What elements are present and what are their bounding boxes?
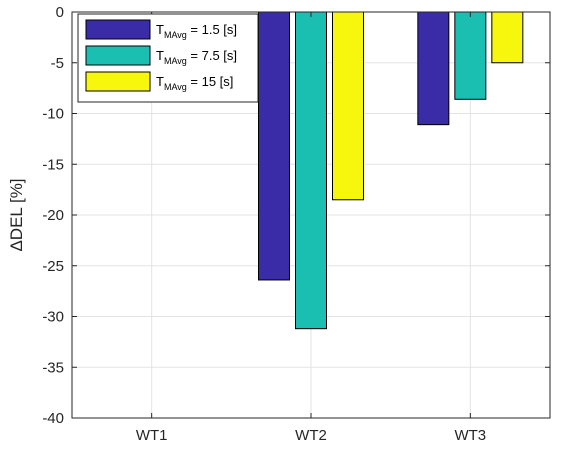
plot-area-border bbox=[71, 11, 551, 419]
y-tick-label: -35 bbox=[42, 359, 64, 376]
y-tick-label: -20 bbox=[42, 207, 64, 224]
legend-label: TMAvg = 7.5 [s] bbox=[156, 48, 237, 66]
bar bbox=[454, 11, 487, 100]
bar bbox=[332, 11, 364, 201]
legend: TMAvg = 1.5 [s] TMAvg = 7.5 [s] TMAvg = 15… bbox=[77, 13, 259, 103]
bar bbox=[417, 11, 450, 126]
y-tick-label: -5 bbox=[51, 55, 64, 72]
y-axis-label: ΔDEL [%] bbox=[7, 178, 26, 251]
axis-ticks: 0 -5 -10 -15 -20 -25 -30 -35 -40 WT1 WT2 WT3 bbox=[42, 4, 550, 444]
y-tick-label: -25 bbox=[42, 258, 64, 275]
legend-swatch bbox=[85, 45, 151, 66]
x-tick-label: WT3 bbox=[454, 427, 486, 444]
bar bbox=[258, 11, 290, 281]
x-tick-label: WT2 bbox=[295, 427, 327, 444]
legend-swatch bbox=[85, 71, 151, 92]
legend-swatch bbox=[85, 19, 151, 40]
bar bbox=[491, 11, 524, 64]
bar bbox=[295, 11, 327, 330]
y-tick-label: -40 bbox=[42, 410, 64, 427]
x-tick-label: WT1 bbox=[136, 427, 168, 444]
y-tick-label: -10 bbox=[42, 106, 64, 123]
legend-label: TMAvg = 15 [s] bbox=[156, 74, 233, 92]
y-tick-label: 0 bbox=[56, 4, 64, 21]
legend-label: TMAvg = 1.5 [s] bbox=[156, 22, 237, 40]
y-tick-label: -15 bbox=[42, 156, 64, 173]
bars bbox=[258, 11, 524, 330]
y-tick-label: -30 bbox=[42, 309, 64, 326]
